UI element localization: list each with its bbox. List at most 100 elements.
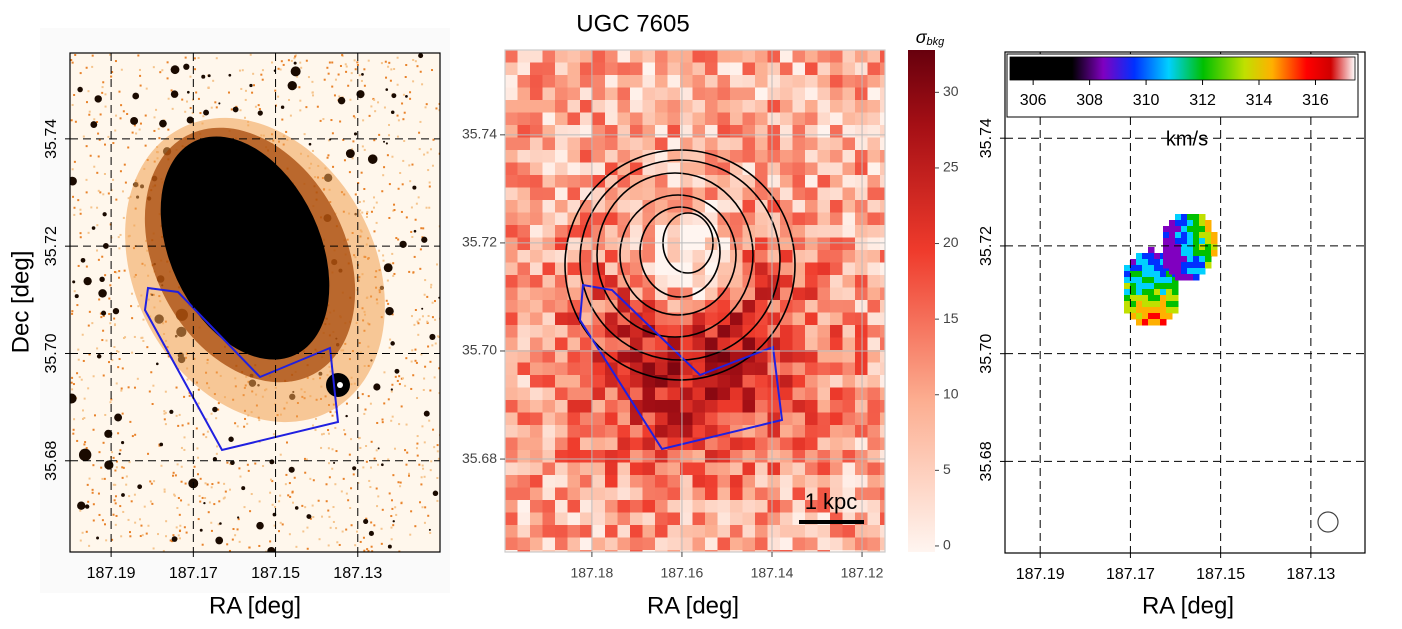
- noise: [71, 377, 73, 379]
- pixel: [543, 513, 556, 526]
- pixel: [818, 300, 831, 313]
- noise: [108, 313, 110, 315]
- pixel: [618, 313, 631, 326]
- pixel: [580, 225, 593, 238]
- pixel: [855, 225, 868, 238]
- pixel: [518, 113, 531, 126]
- pixel: [880, 500, 893, 513]
- pixel: [755, 488, 768, 501]
- noise: [409, 98, 411, 100]
- pixel: [555, 425, 568, 438]
- noise: [293, 57, 295, 59]
- noise: [187, 423, 189, 425]
- noise: [281, 119, 283, 121]
- pixel: [768, 363, 781, 376]
- pixel: [643, 125, 656, 138]
- pixel: [768, 150, 781, 163]
- pixel: [705, 450, 718, 463]
- noise: [147, 525, 149, 527]
- noise: [318, 500, 320, 502]
- pixel: [518, 350, 531, 363]
- noise: [338, 74, 340, 76]
- pixel: [618, 488, 631, 501]
- star: [337, 382, 343, 388]
- noise: [272, 504, 274, 506]
- pixel: [818, 50, 831, 63]
- x-tick-label: 187.15: [1196, 566, 1245, 583]
- pixel: [1169, 262, 1176, 269]
- noise: [362, 393, 364, 395]
- noise: [120, 535, 122, 537]
- pixel: [1181, 220, 1188, 227]
- noise: [381, 62, 383, 64]
- pixel: [555, 350, 568, 363]
- pixel: [793, 325, 806, 338]
- noise: [83, 443, 85, 445]
- pixel: [580, 350, 593, 363]
- pixel: [593, 188, 606, 201]
- pixel: [755, 338, 768, 351]
- pixel: [630, 125, 643, 138]
- pixel: [743, 200, 756, 213]
- pixel: [805, 288, 818, 301]
- pixel: [818, 288, 831, 301]
- pixel: [843, 363, 856, 376]
- noise: [259, 500, 261, 502]
- pixel: [693, 163, 706, 176]
- noise: [311, 81, 313, 83]
- pixel: [780, 438, 793, 451]
- noise: [102, 86, 104, 88]
- noise: [361, 80, 363, 82]
- noise: [127, 146, 129, 148]
- pixel: [630, 200, 643, 213]
- noise: [420, 71, 422, 73]
- noise: [198, 98, 200, 100]
- pixel: [793, 288, 806, 301]
- pixel: [868, 200, 881, 213]
- pixel: [543, 425, 556, 438]
- x-axis-label: RA [deg]: [647, 592, 739, 619]
- noise: [249, 510, 251, 512]
- pixel: [555, 363, 568, 376]
- noise: [114, 499, 116, 501]
- noise: [398, 423, 400, 425]
- source: [212, 407, 217, 412]
- pixel: [568, 175, 581, 188]
- noise: [368, 395, 370, 397]
- pixel: [755, 288, 768, 301]
- noise: [321, 516, 323, 518]
- pixel: [843, 438, 856, 451]
- pixel: [630, 188, 643, 201]
- pixel: [818, 313, 831, 326]
- noise: [299, 62, 301, 64]
- pixel: [655, 513, 668, 526]
- pixel: [1148, 247, 1155, 254]
- noise: [98, 451, 100, 453]
- pixel: [1136, 253, 1143, 260]
- pixel: [568, 163, 581, 176]
- pixel: [830, 400, 843, 413]
- pixel: [780, 113, 793, 126]
- noise: [98, 298, 100, 300]
- pixel: [818, 100, 831, 113]
- pixel: [643, 525, 656, 538]
- pixel: [730, 213, 743, 226]
- noise: [436, 263, 438, 265]
- pixel: [855, 288, 868, 301]
- pixel: [518, 413, 531, 426]
- source: [85, 504, 89, 508]
- pixel: [880, 125, 893, 138]
- pixel: [705, 238, 718, 251]
- pixel: [1181, 268, 1188, 275]
- pixel: [1136, 277, 1143, 284]
- noise: [74, 54, 76, 56]
- noise: [137, 305, 139, 307]
- pixel: [580, 113, 593, 126]
- noise: [326, 500, 328, 502]
- noise: [176, 526, 178, 528]
- noise: [376, 422, 378, 424]
- pixel: [805, 200, 818, 213]
- pixel: [768, 463, 781, 476]
- pixel: [530, 250, 543, 263]
- pixel: [605, 450, 618, 463]
